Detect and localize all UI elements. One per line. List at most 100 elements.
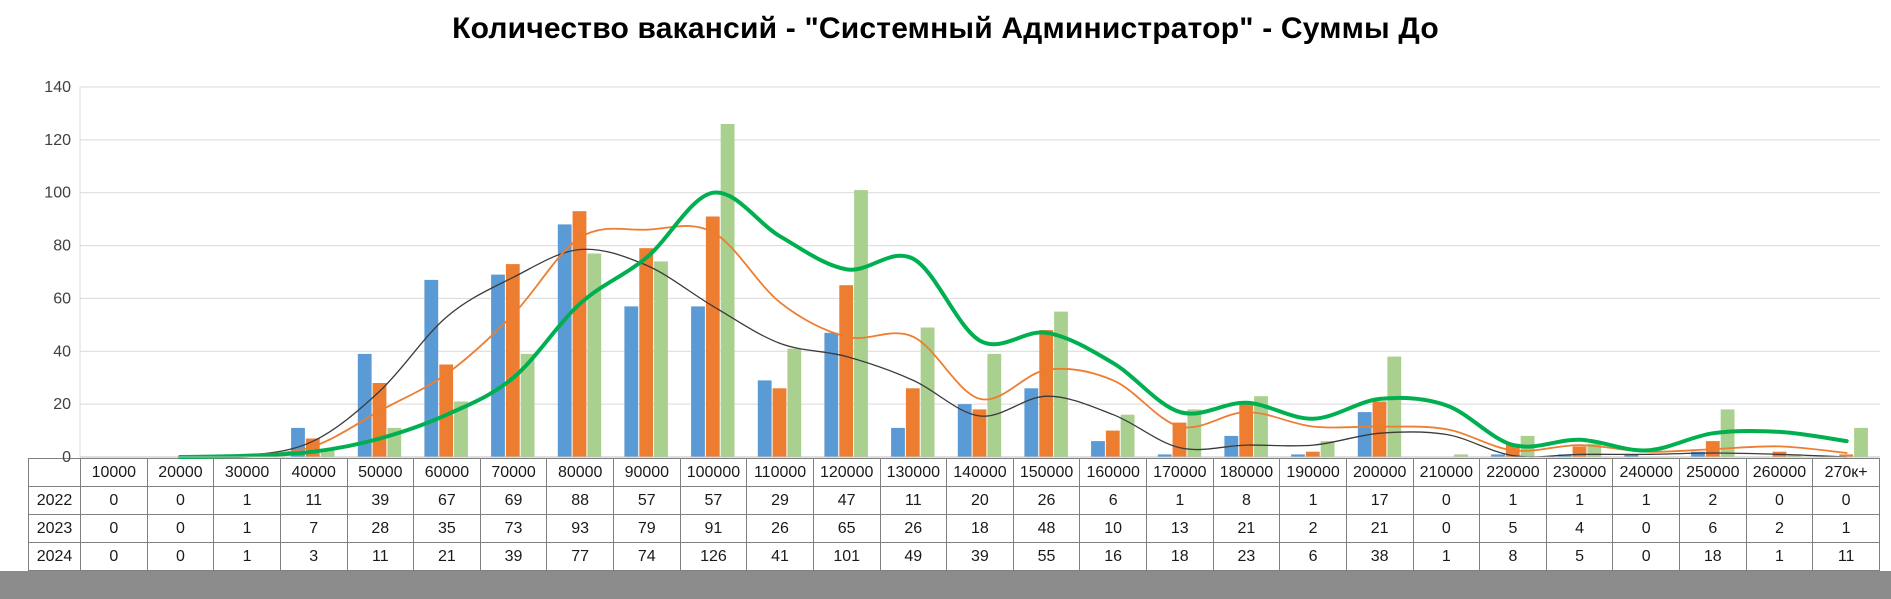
category-label: 90000: [613, 458, 681, 487]
value-cell-2022: 57: [613, 486, 681, 515]
category-label: 50000: [346, 458, 415, 487]
bar-2023: [705, 216, 720, 457]
value-cell-2022: 47: [812, 486, 881, 515]
value-cell-2023: 18: [946, 514, 1014, 543]
corner-cell: [28, 458, 81, 487]
category-label: 190000: [1279, 458, 1347, 487]
value-cell-2022: 1: [1146, 486, 1214, 515]
category-label: 40000: [279, 458, 348, 487]
category-row: 10000 20000 30000 40000 50000 60000 70000 80000…: [28, 458, 1880, 487]
y-axis-label: 80: [53, 238, 71, 255]
y-axis-label: 40: [53, 343, 71, 360]
value-cell-2023: 48: [1012, 514, 1081, 543]
value-cell-2024: 41: [746, 542, 814, 571]
value-cell-2023: 0: [1612, 514, 1680, 543]
value-cell-2022: 11: [279, 486, 348, 515]
bar-2022: [1691, 451, 1705, 457]
bar-2024: [920, 327, 935, 457]
bar-2022: [491, 274, 505, 457]
category-label: 230000: [1545, 458, 1614, 487]
category-label: 260000: [1745, 458, 1814, 487]
value-cell-2023: 0: [80, 514, 148, 543]
bar-2022: [691, 306, 705, 457]
value-cell-2022: 11: [879, 486, 948, 515]
bar-2023: [1572, 446, 1587, 457]
trendline-2024: [178, 190, 1849, 459]
bar-2024: [987, 353, 1002, 457]
value-cell-2023: 21: [1212, 514, 1281, 543]
value-cell-2023: 91: [679, 514, 748, 543]
value-cell-2022: 8: [1212, 486, 1281, 515]
value-cell-2024: 11: [346, 542, 415, 571]
value-cell-2024: 21: [413, 542, 481, 571]
bar-2024: [1120, 414, 1135, 457]
value-cell-2023: 26: [879, 514, 948, 543]
value-cell-2024: 18: [1679, 542, 1747, 571]
bar-2023: [1105, 430, 1120, 457]
value-cell-2024: 126: [679, 542, 748, 571]
category-label: 220000: [1479, 458, 1547, 487]
category-label: 10000: [80, 458, 148, 487]
category-label: 100000: [679, 458, 748, 487]
bar-2024: [720, 124, 735, 457]
value-cell-2023: 0: [146, 514, 215, 543]
category-label: 270к+: [1812, 458, 1880, 487]
value-cell-2022: 6: [1079, 486, 1147, 515]
value-cell-2022: 1: [1612, 486, 1680, 515]
value-cell-2023: 35: [413, 514, 481, 543]
value-cell-2022: 26: [1012, 486, 1081, 515]
bar-2022: [1157, 454, 1172, 457]
bar-2023: [439, 364, 454, 457]
bar-2024: [1787, 454, 1802, 457]
value-cell-2023: 1: [1812, 514, 1880, 543]
bar-2024: [654, 261, 668, 457]
category-label: 60000: [413, 458, 481, 487]
value-cell-2023: 10: [1079, 514, 1147, 543]
value-cell-2024: 23: [1212, 542, 1281, 571]
value-cell-2022: 67: [413, 486, 481, 515]
bar-2024: [520, 353, 535, 457]
value-cell-2023: 13: [1146, 514, 1214, 543]
table-row-2022: 2022 0 0 1 11 39 67 69 88 57 57 29 47 11 20 26 6 1 8 1 17 0 1 1…: [28, 486, 1880, 515]
bar-2023: [905, 388, 920, 457]
bar-2024: [454, 401, 468, 457]
table-row-2023: 2023 0 0 1 7 28 35 73 93 79 91 26 65 26 18 48 10 13 21 2 21 0…: [28, 514, 1880, 543]
row-header-2022: 2022: [28, 486, 81, 515]
value-cell-2024: 38: [1345, 542, 1414, 571]
bar-2023: [1839, 454, 1854, 457]
value-cell-2022: 1: [213, 486, 281, 515]
bar-2022: [1624, 454, 1639, 457]
category-label: 210000: [1412, 458, 1481, 487]
value-cell-2024: 3: [279, 542, 348, 571]
bar-2024: [854, 190, 868, 457]
value-cell-2023: 7: [279, 514, 348, 543]
bar-2022: [824, 332, 839, 457]
chart-svg: 0 20 40 60 80 100 120 140: [44, 79, 1880, 466]
value-cell-2024: 101: [812, 542, 881, 571]
category-label: 240000: [1612, 458, 1680, 487]
table-row-2024: 2024 0 0 1 3 11 21 39 77 74 126 41 101 49 39 55 16 18 23 6 3…: [28, 542, 1880, 571]
category-label: 140000: [946, 458, 1014, 487]
value-cell-2022: 1: [1279, 486, 1347, 515]
bar-2024: [1854, 427, 1868, 457]
bar-2024: [587, 253, 602, 457]
value-cell-2024: 1: [1412, 542, 1481, 571]
category-label: 70000: [479, 458, 548, 487]
category-label: 120000: [812, 458, 881, 487]
value-cell-2023: 0: [1412, 514, 1481, 543]
value-cell-2023: 5: [1479, 514, 1547, 543]
value-cell-2024: 74: [613, 542, 681, 571]
category-label: 80000: [546, 458, 614, 487]
category-label: 30000: [213, 458, 281, 487]
trendline-2023: [179, 225, 1848, 458]
value-cell-2023: 79: [613, 514, 681, 543]
bar-2023: [1039, 330, 1054, 457]
value-cell-2022: 39: [346, 486, 415, 515]
value-cell-2024: 39: [946, 542, 1014, 571]
bar-2023: [839, 285, 854, 457]
y-axis-label: 20: [53, 396, 71, 413]
category-label: 160000: [1079, 458, 1147, 487]
value-cell-2024: 77: [546, 542, 614, 571]
value-cell-2024: 1: [213, 542, 281, 571]
